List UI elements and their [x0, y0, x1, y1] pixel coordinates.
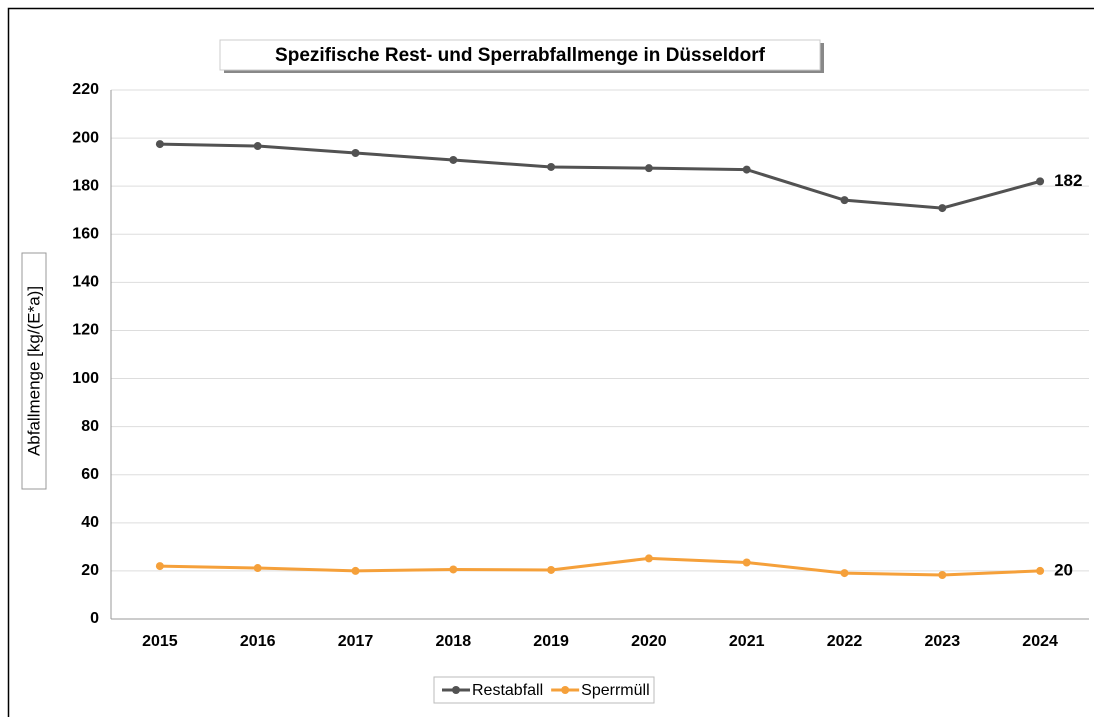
data-point	[155, 140, 164, 149]
data-point	[742, 165, 751, 174]
legend-marker	[452, 686, 460, 694]
data-point	[547, 162, 556, 171]
data-point	[351, 566, 360, 575]
data-point	[351, 148, 360, 157]
x-tick-label: 2023	[925, 633, 961, 650]
y-tick-label: 0	[90, 610, 99, 627]
series-line	[159, 556, 1041, 577]
y-tick-label: 220	[72, 81, 99, 98]
y-tick-label: 80	[81, 418, 99, 435]
y-tick-label: 120	[72, 322, 99, 339]
chart-title: Spezifische Rest- und Sperrabfallmenge i…	[275, 45, 766, 66]
data-point	[840, 569, 849, 578]
data-point	[253, 142, 262, 151]
data-point	[644, 554, 653, 563]
y-tick-label: 60	[81, 466, 99, 483]
y-tick-label: 100	[72, 370, 99, 387]
data-point	[644, 164, 653, 173]
y-tick-label: 160	[72, 225, 99, 242]
series-line	[159, 142, 1041, 210]
y-tick-label: 140	[72, 274, 99, 291]
legend-label: Sperrmüll	[581, 682, 649, 699]
y-tick-label: 180	[72, 177, 99, 194]
y-axis-label: Abfallmenge [kg/(E*a)]	[24, 286, 43, 456]
data-point	[938, 570, 947, 579]
x-tick-label: 2017	[338, 633, 374, 650]
data-point	[938, 204, 947, 213]
y-tick-label: 40	[81, 514, 99, 531]
x-tick-label: 2024	[1022, 633, 1058, 650]
data-label: 182	[1054, 171, 1082, 190]
x-tick-label: 2020	[631, 633, 667, 650]
data-point	[449, 565, 458, 574]
title-box	[219, 39, 821, 71]
y-tick-label: 200	[72, 129, 99, 146]
data-point	[1036, 566, 1045, 575]
data-point	[253, 564, 262, 573]
chart-frame	[7, 7, 1094, 717]
y-label-box	[21, 252, 47, 490]
y-tick-label: 20	[81, 562, 99, 579]
x-tick-label: 2018	[436, 633, 472, 650]
data-point	[1036, 177, 1045, 186]
data-point	[840, 196, 849, 205]
data-point	[742, 558, 751, 567]
x-tick-label: 2019	[533, 633, 569, 650]
data-label: 20	[1054, 560, 1073, 579]
legend-marker	[561, 686, 570, 694]
x-tick-label: 2015	[142, 633, 178, 650]
data-point	[449, 155, 458, 164]
legend-label: Restabfall	[472, 682, 543, 699]
x-tick-label: 2021	[729, 633, 765, 650]
legend-box	[433, 676, 655, 704]
data-point	[155, 562, 164, 571]
x-tick-label: 2022	[827, 633, 863, 650]
data-point	[547, 565, 556, 574]
x-tick-label: 2016	[240, 633, 276, 650]
